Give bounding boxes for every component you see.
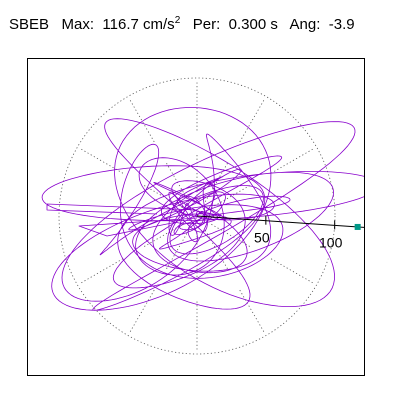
angular-gridline-outer-330 xyxy=(270,258,314,284)
station-code: SBEB xyxy=(9,16,50,33)
angular-gridline-outer-300 xyxy=(239,289,265,333)
max-unit: cm/s xyxy=(143,16,175,33)
angular-gridline-inner-150 xyxy=(143,184,183,209)
plot-frame: 50 100 xyxy=(27,58,365,376)
radial-tick-label-50: 50 xyxy=(254,230,270,246)
angular-gridline-outer-60 xyxy=(239,99,265,143)
angular-gridline-inner-330 xyxy=(211,223,251,248)
outer-ring xyxy=(58,77,336,355)
angular-gridline-outer-120 xyxy=(129,99,155,143)
angular-gridline-outer-210 xyxy=(80,258,124,284)
angular-gridline-inner-60 xyxy=(204,162,229,202)
orbit-trace xyxy=(41,107,364,311)
angular-gridline-outer-30 xyxy=(270,148,314,174)
radial-tick-label-100: 100 xyxy=(319,234,343,250)
angular-gridline-inner-300 xyxy=(204,230,229,270)
max-label: Max: xyxy=(61,16,95,33)
period-value: 0.300 s xyxy=(228,16,278,33)
chart-header: SBEB Max: 116.7 cm/s2 Per: 0.300 s Ang: … xyxy=(9,15,355,33)
angle-label: Ang: xyxy=(289,16,321,33)
angular-gridline-inner-240 xyxy=(165,230,190,270)
angular-gridline-outer-150 xyxy=(80,148,124,174)
angular-gridline-outer-240 xyxy=(129,289,155,333)
angle-value: -3.9 xyxy=(328,16,355,33)
max-marker xyxy=(354,223,361,230)
max-value: 116.7 xyxy=(102,16,139,33)
angular-gridline-inner-30 xyxy=(211,184,251,209)
period-label: Per: xyxy=(192,16,221,33)
max-unit-exponent: 2 xyxy=(174,15,181,26)
polar-orbit-chart: 50 100 xyxy=(41,77,364,355)
radial-axis xyxy=(196,215,364,228)
